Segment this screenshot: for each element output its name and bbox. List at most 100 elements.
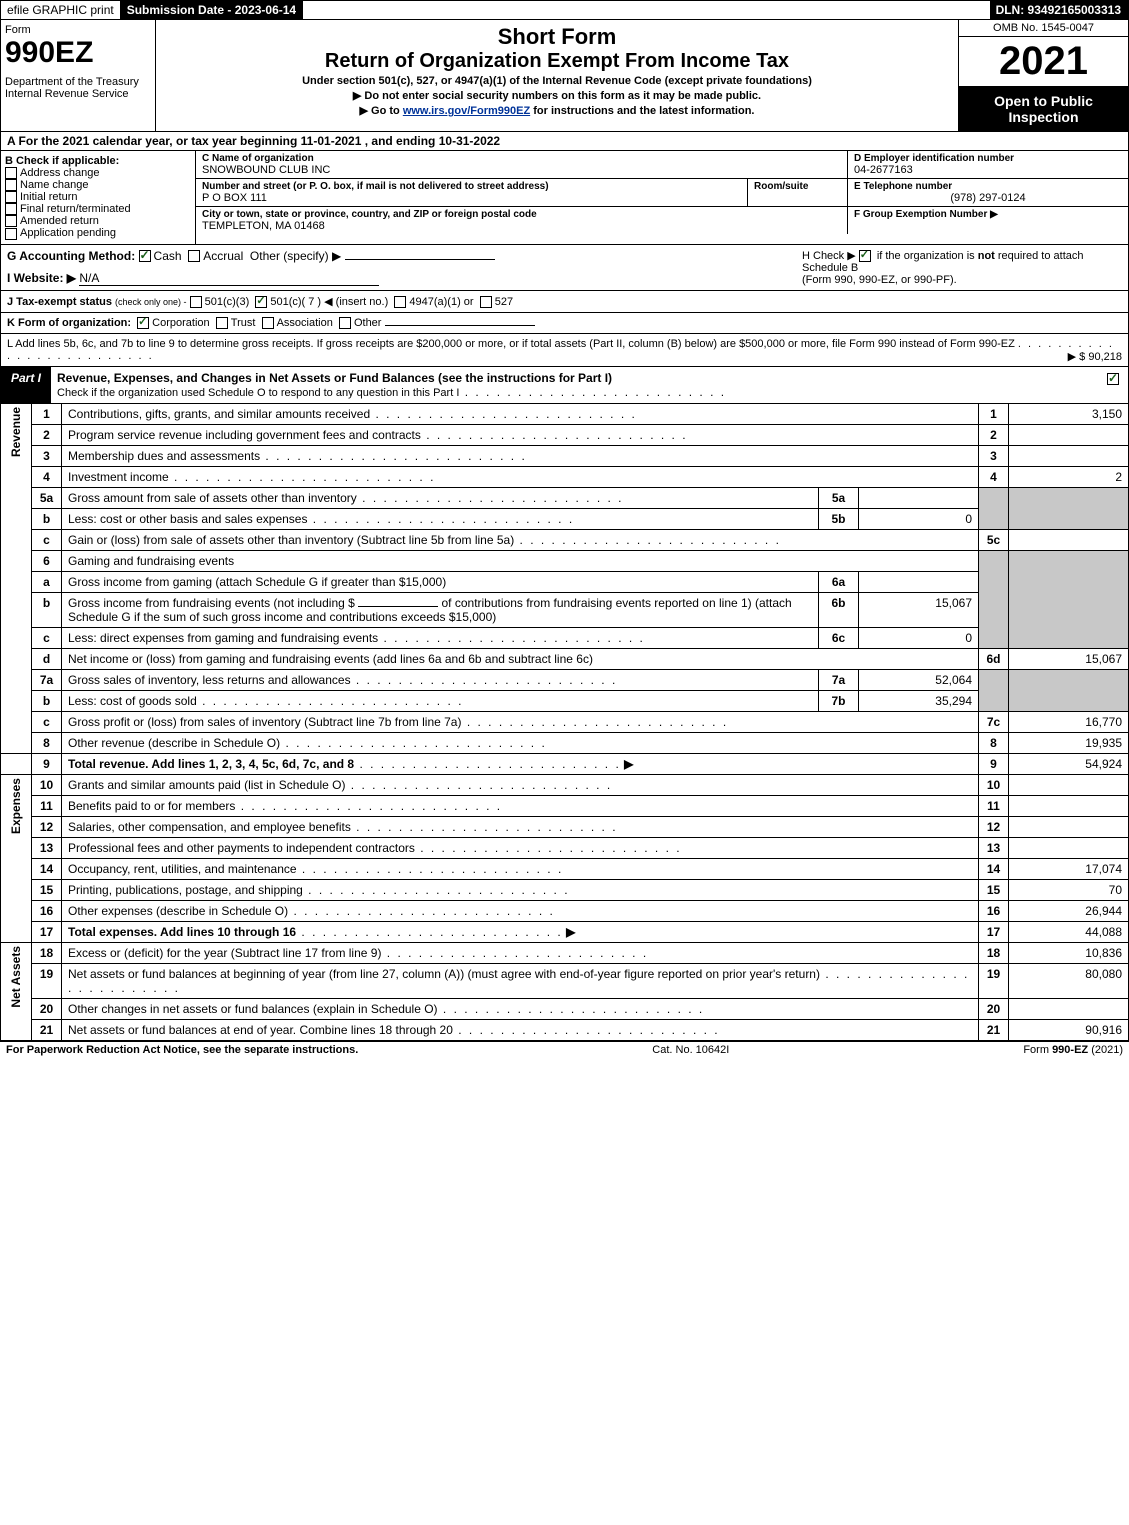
line-14: 14 Occupancy, rent, utilities, and maint… bbox=[1, 858, 1129, 879]
line-17: 17 Total expenses. Add lines 10 through … bbox=[1, 921, 1129, 942]
line-21: 21 Net assets or fund balances at end of… bbox=[1, 1019, 1129, 1040]
section-f-group: F Group Exemption Number ▶ bbox=[848, 207, 1128, 234]
line-j: J Tax-exempt status (check only one) - 5… bbox=[0, 291, 1129, 313]
line-18-amt: 10,836 bbox=[1009, 942, 1129, 963]
chk-4947[interactable] bbox=[394, 296, 406, 308]
website-value: N/A bbox=[79, 271, 99, 285]
ein-label: D Employer identification number bbox=[854, 153, 1122, 164]
section-d-ein: D Employer identification number 04-2677… bbox=[848, 151, 1128, 178]
section-e-phone: E Telephone number (978) 297-0124 bbox=[848, 179, 1128, 206]
line-21-amt: 90,916 bbox=[1009, 1019, 1129, 1040]
line-7a: 7a Gross sales of inventory, less return… bbox=[1, 669, 1129, 690]
part-1-checkbox[interactable] bbox=[1101, 367, 1128, 403]
chk-527[interactable] bbox=[480, 296, 492, 308]
netassets-label: Net Assets bbox=[7, 946, 25, 1008]
line-6b: b Gross income from fundraising events (… bbox=[1, 592, 1129, 627]
form-number: 990EZ bbox=[5, 36, 151, 70]
line-a: A For the 2021 calendar year, or tax yea… bbox=[0, 132, 1129, 151]
form-header: Form 990EZ Department of the Treasury In… bbox=[0, 20, 1129, 132]
line-5b-amt: 0 bbox=[859, 508, 979, 529]
line-19: 19 Net assets or fund balances at beginn… bbox=[1, 963, 1129, 998]
chk-corporation[interactable] bbox=[137, 317, 149, 329]
line-5a: 5a Gross amount from sale of assets othe… bbox=[1, 487, 1129, 508]
line-1-amt: 3,150 bbox=[1009, 404, 1129, 425]
header-left: Form 990EZ Department of the Treasury In… bbox=[1, 20, 156, 131]
part-1-header: Part I Revenue, Expenses, and Changes in… bbox=[0, 367, 1129, 404]
line-7c: c Gross profit or (loss) from sales of i… bbox=[1, 711, 1129, 732]
part-1-title: Revenue, Expenses, and Changes in Net As… bbox=[51, 367, 1101, 403]
chk-trust[interactable] bbox=[216, 317, 228, 329]
line-20: 20 Other changes in net assets or fund b… bbox=[1, 998, 1129, 1019]
subtitle-3: ▶ Go to www.irs.gov/Form990EZ for instru… bbox=[160, 104, 954, 117]
footer-right: Form 990-EZ (2021) bbox=[1023, 1044, 1123, 1056]
part-1-badge: Part I bbox=[1, 367, 51, 403]
i-label: I Website: ▶ bbox=[7, 271, 76, 285]
footer-catno: Cat. No. 10642I bbox=[358, 1044, 1023, 1056]
line-11: 11 Benefits paid to or for members 11 bbox=[1, 795, 1129, 816]
chk-cash[interactable] bbox=[139, 250, 151, 262]
line-14-amt: 17,074 bbox=[1009, 858, 1129, 879]
chk-schedule-b[interactable] bbox=[859, 250, 871, 262]
group-label: F Group Exemption Number ▶ bbox=[854, 209, 1122, 220]
open-inspection-badge: Open to Public Inspection bbox=[959, 87, 1128, 131]
line-6c: c Less: direct expenses from gaming and … bbox=[1, 627, 1129, 648]
name-label: C Name of organization bbox=[202, 153, 841, 164]
efile-label[interactable]: efile GRAPHIC print bbox=[1, 1, 121, 19]
chk-application-pending[interactable]: Application pending bbox=[5, 227, 191, 239]
title-short-form: Short Form bbox=[160, 24, 954, 50]
chk-amended-return[interactable]: Amended return bbox=[5, 215, 191, 227]
line-7c-amt: 16,770 bbox=[1009, 711, 1129, 732]
line-l: L Add lines 5b, 6c, and 7b to line 9 to … bbox=[0, 334, 1129, 367]
section-b: B Check if applicable: Address change Na… bbox=[1, 151, 196, 244]
chk-name-change[interactable]: Name change bbox=[5, 179, 191, 191]
line-4-amt: 2 bbox=[1009, 466, 1129, 487]
topbar: efile GRAPHIC print Submission Date - 20… bbox=[0, 0, 1129, 20]
chk-other[interactable] bbox=[339, 317, 351, 329]
header-right: OMB No. 1545-0047 2021 Open to Public In… bbox=[958, 20, 1128, 131]
chk-final-return[interactable]: Final return/terminated bbox=[5, 203, 191, 215]
line-2: 2 Program service revenue including gove… bbox=[1, 424, 1129, 445]
tax-year: 2021 bbox=[959, 37, 1128, 87]
line-g-h: G Accounting Method: Cash Accrual Other … bbox=[0, 245, 1129, 291]
chk-initial-return[interactable]: Initial return bbox=[5, 191, 191, 203]
section-c-through-f: C Name of organization SNOWBOUND CLUB IN… bbox=[196, 151, 1128, 244]
room-label: Room/suite bbox=[754, 181, 841, 192]
chk-address-change[interactable]: Address change bbox=[5, 167, 191, 179]
irs-link[interactable]: www.irs.gov/Form990EZ bbox=[403, 105, 530, 117]
chk-501c3[interactable] bbox=[190, 296, 202, 308]
section-b-through-f: B Check if applicable: Address change Na… bbox=[0, 151, 1129, 245]
line-h: H Check ▶ if the organization is not req… bbox=[802, 249, 1122, 286]
section-c-name: C Name of organization SNOWBOUND CLUB IN… bbox=[196, 151, 848, 178]
form-label: Form bbox=[5, 24, 151, 36]
line-6d-amt: 15,067 bbox=[1009, 648, 1129, 669]
line-6d: d Net income or (loss) from gaming and f… bbox=[1, 648, 1129, 669]
subtitle-2: ▶ Do not enter social security numbers o… bbox=[160, 89, 954, 102]
org-name: SNOWBOUND CLUB INC bbox=[202, 164, 841, 176]
line-4: 4 Investment income 4 2 bbox=[1, 466, 1129, 487]
line-15: 15 Printing, publications, postage, and … bbox=[1, 879, 1129, 900]
line-g: G Accounting Method: Cash Accrual Other … bbox=[7, 249, 802, 286]
line-6b-amt: 15,067 bbox=[859, 592, 979, 627]
revenue-label: Revenue bbox=[7, 407, 25, 457]
street-label: Number and street (or P. O. box, if mail… bbox=[202, 181, 741, 192]
chk-accrual[interactable] bbox=[188, 250, 200, 262]
phone-label: E Telephone number bbox=[854, 181, 1122, 192]
chk-501c[interactable] bbox=[255, 296, 267, 308]
line-12: 12 Salaries, other compensation, and emp… bbox=[1, 816, 1129, 837]
footer-left: For Paperwork Reduction Act Notice, see … bbox=[6, 1044, 358, 1056]
omb-number: OMB No. 1545-0047 bbox=[959, 20, 1128, 37]
line-10: Expenses 10 Grants and similar amounts p… bbox=[1, 774, 1129, 795]
section-b-header: B Check if applicable: bbox=[5, 155, 191, 167]
line-16: 16 Other expenses (describe in Schedule … bbox=[1, 900, 1129, 921]
line-3: 3 Membership dues and assessments 3 bbox=[1, 445, 1129, 466]
sub3-pre: ▶ Go to bbox=[360, 105, 403, 117]
phone-value: (978) 297-0124 bbox=[854, 192, 1122, 204]
line-6c-amt: 0 bbox=[859, 627, 979, 648]
dln: DLN: 93492165003313 bbox=[990, 1, 1128, 19]
line-5b: b Less: cost or other basis and sales ex… bbox=[1, 508, 1129, 529]
sub3-post: for instructions and the latest informat… bbox=[530, 105, 754, 117]
chk-association[interactable] bbox=[262, 317, 274, 329]
submission-date: Submission Date - 2023-06-14 bbox=[121, 1, 303, 19]
line-1: Revenue 1 Contributions, gifts, grants, … bbox=[1, 404, 1129, 425]
footer: For Paperwork Reduction Act Notice, see … bbox=[0, 1041, 1129, 1058]
